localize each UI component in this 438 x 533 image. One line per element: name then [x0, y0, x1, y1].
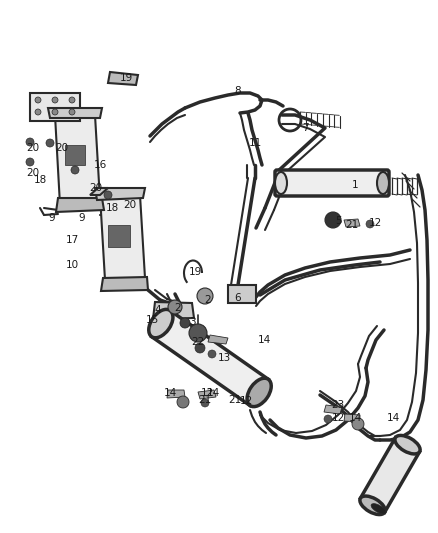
Polygon shape — [360, 438, 420, 512]
Ellipse shape — [149, 309, 173, 338]
Bar — [30, 93, 80, 121]
Text: 23: 23 — [332, 400, 345, 410]
Polygon shape — [152, 311, 268, 406]
Text: 9: 9 — [49, 213, 55, 223]
Text: 19: 19 — [188, 267, 201, 277]
Circle shape — [180, 318, 190, 328]
Text: 13: 13 — [217, 353, 231, 363]
Text: 2: 2 — [205, 295, 211, 305]
Circle shape — [324, 415, 332, 423]
Polygon shape — [198, 390, 216, 399]
Text: 11: 11 — [248, 138, 261, 148]
Text: 6: 6 — [235, 293, 241, 303]
Ellipse shape — [360, 496, 385, 514]
Circle shape — [69, 109, 75, 115]
Text: 21: 21 — [198, 395, 212, 405]
Polygon shape — [100, 195, 145, 280]
Text: 21: 21 — [228, 395, 242, 405]
Circle shape — [366, 220, 374, 228]
Circle shape — [168, 300, 182, 314]
Circle shape — [177, 396, 189, 408]
Text: 20: 20 — [56, 143, 69, 153]
Circle shape — [35, 97, 41, 103]
Text: 18: 18 — [106, 203, 119, 213]
Text: 12: 12 — [332, 413, 345, 423]
Circle shape — [197, 288, 213, 304]
Circle shape — [71, 166, 79, 174]
Circle shape — [201, 399, 209, 407]
Circle shape — [104, 191, 112, 199]
Ellipse shape — [377, 172, 389, 194]
Circle shape — [352, 418, 364, 430]
Text: 3: 3 — [189, 317, 195, 327]
Text: 17: 17 — [65, 235, 79, 245]
Ellipse shape — [247, 378, 271, 407]
Circle shape — [52, 97, 58, 103]
Text: 8: 8 — [235, 86, 241, 96]
Polygon shape — [56, 198, 104, 212]
Ellipse shape — [275, 172, 287, 194]
Circle shape — [26, 138, 34, 146]
Text: 21: 21 — [346, 220, 359, 230]
Polygon shape — [344, 414, 360, 422]
Text: 20: 20 — [89, 183, 102, 193]
Polygon shape — [324, 405, 342, 414]
Text: 16: 16 — [93, 160, 106, 170]
Circle shape — [189, 324, 207, 342]
Text: 10: 10 — [65, 260, 78, 270]
Polygon shape — [153, 302, 194, 319]
Polygon shape — [208, 335, 228, 344]
Text: 12: 12 — [200, 388, 214, 398]
Ellipse shape — [395, 435, 420, 454]
Text: 15: 15 — [145, 315, 159, 325]
Circle shape — [52, 109, 58, 115]
Text: 12: 12 — [240, 396, 253, 406]
Text: 12: 12 — [368, 218, 381, 228]
Text: 20: 20 — [26, 143, 39, 153]
Text: 19: 19 — [120, 73, 133, 83]
Text: 18: 18 — [33, 175, 46, 185]
Circle shape — [46, 139, 54, 147]
Polygon shape — [95, 188, 145, 200]
Bar — [65, 145, 85, 165]
Bar — [108, 225, 130, 247]
Circle shape — [69, 97, 75, 103]
FancyBboxPatch shape — [275, 170, 389, 196]
Polygon shape — [48, 108, 102, 118]
Text: 22: 22 — [191, 337, 205, 347]
Text: 5: 5 — [335, 216, 341, 226]
Circle shape — [26, 158, 34, 166]
Polygon shape — [90, 188, 108, 195]
Text: 14: 14 — [163, 388, 177, 398]
Circle shape — [35, 109, 41, 115]
Text: 14: 14 — [348, 413, 362, 423]
Text: 7: 7 — [302, 123, 308, 133]
Text: 9: 9 — [79, 213, 85, 223]
Text: 2: 2 — [175, 303, 181, 313]
Text: 1: 1 — [352, 180, 358, 190]
Circle shape — [325, 212, 341, 228]
Polygon shape — [108, 72, 138, 85]
Polygon shape — [101, 277, 148, 291]
Text: 14: 14 — [206, 388, 219, 398]
Circle shape — [195, 343, 205, 353]
Circle shape — [208, 350, 216, 358]
Ellipse shape — [371, 504, 386, 514]
Text: 20: 20 — [124, 200, 137, 210]
Text: 20: 20 — [26, 168, 39, 178]
Polygon shape — [55, 115, 100, 205]
Polygon shape — [167, 390, 185, 398]
Text: 14: 14 — [386, 413, 399, 423]
Polygon shape — [344, 219, 360, 227]
Bar — [228, 285, 256, 303]
Text: 14: 14 — [258, 335, 271, 345]
Text: 4: 4 — [155, 305, 161, 315]
